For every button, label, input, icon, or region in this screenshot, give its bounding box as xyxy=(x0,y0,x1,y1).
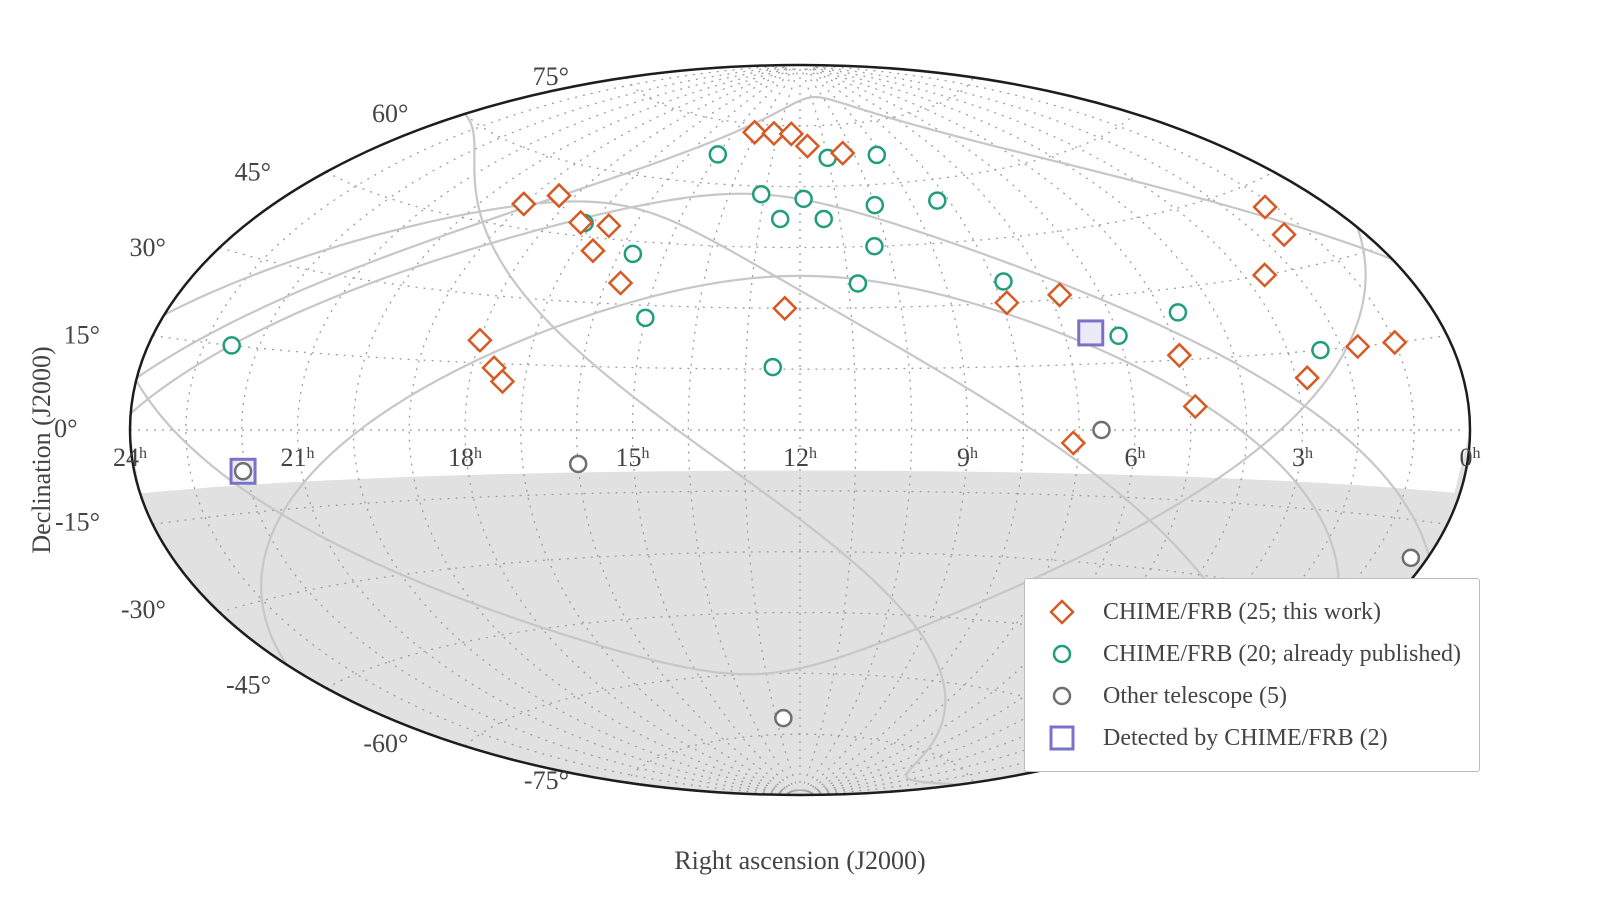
point-circle xyxy=(625,246,641,262)
point-circle xyxy=(816,211,832,227)
point-circle xyxy=(1170,304,1186,320)
legend-box: CHIME/FRB (25; this work) CHIME/FRB (20; … xyxy=(1024,578,1480,772)
point-diamond xyxy=(1254,264,1276,286)
legend-row: Other telescope (5) xyxy=(1039,675,1461,717)
point-circle xyxy=(867,197,883,213)
dec-tick-label: -75° xyxy=(524,766,569,795)
point-circle xyxy=(1312,342,1328,358)
legend-label: Detected by CHIME/FRB (2) xyxy=(1103,725,1388,752)
dec-tick-label: 60° xyxy=(372,99,408,128)
point-diamond xyxy=(796,135,818,157)
point-circle xyxy=(1094,422,1110,438)
point-circle xyxy=(929,193,945,209)
ra-tick-label: 21h xyxy=(281,443,315,472)
legend-square-icon xyxy=(1039,725,1085,751)
sky-map-figure: { "figure": { "type": "aitoff-sky-map", … xyxy=(0,0,1600,900)
dec-tick-label: -60° xyxy=(363,729,408,758)
point-circle xyxy=(995,273,1011,289)
dec-gridline xyxy=(326,172,1271,248)
dec-tick-label: 0° xyxy=(54,414,77,443)
ra-tick-label: 0h xyxy=(1460,443,1481,472)
y-axis-label: Declination (J2000) xyxy=(27,346,57,553)
point-diamond xyxy=(1062,432,1084,454)
ra-tick-label: 18h xyxy=(448,443,482,472)
legend-row: Detected by CHIME/FRB (2) xyxy=(1039,717,1461,759)
point-square xyxy=(1079,321,1103,345)
point-diamond xyxy=(1184,395,1206,417)
legend-row: CHIME/FRB (20; already published) xyxy=(1039,633,1461,675)
point-diamond xyxy=(1168,344,1190,366)
point-diamond xyxy=(1384,331,1406,353)
point-diamond xyxy=(774,297,796,319)
ra-tick-label: 15h xyxy=(616,443,650,472)
dec-gridline xyxy=(153,336,1442,370)
legend-row: CHIME/FRB (25; this work) xyxy=(1039,591,1461,633)
point-circle xyxy=(570,456,586,472)
ra-tick-label: 24h xyxy=(113,443,147,472)
point-circle xyxy=(796,191,812,207)
point-diamond xyxy=(469,329,491,351)
point-diamond xyxy=(582,240,604,262)
point-circle xyxy=(850,275,866,291)
legend-circle-icon xyxy=(1039,641,1085,667)
dec-tick-label: -45° xyxy=(226,671,271,700)
legend-label: Other telescope (5) xyxy=(1103,683,1287,710)
dec-gridline xyxy=(220,248,1376,309)
dec-tick-label: 30° xyxy=(130,233,166,262)
legend-diamond-icon xyxy=(1039,599,1085,625)
point-circle xyxy=(235,463,251,479)
ra-tick-label: 3h xyxy=(1292,443,1313,472)
dec-tick-label: 45° xyxy=(235,157,271,186)
legend-label: CHIME/FRB (25; this work) xyxy=(1103,599,1381,626)
point-circle xyxy=(772,211,788,227)
point-circle xyxy=(775,710,791,726)
x-axis-label: Right ascension (J2000) xyxy=(674,846,925,876)
ra-tick-label: 6h xyxy=(1125,443,1146,472)
legend-circle-icon xyxy=(1039,683,1085,709)
point-diamond xyxy=(1296,367,1318,389)
ra-tick-label: 9h xyxy=(957,443,978,472)
point-circle xyxy=(710,146,726,162)
point-circle xyxy=(1111,328,1127,344)
point-circle xyxy=(753,186,769,202)
point-circle xyxy=(869,147,885,163)
point-diamond xyxy=(610,272,632,294)
point-diamond xyxy=(598,215,620,237)
dec-tick-label: -15° xyxy=(55,508,100,537)
ra-tick-label: 12h xyxy=(783,443,817,472)
point-diamond xyxy=(1049,284,1071,306)
legend-label: CHIME/FRB (20; already published) xyxy=(1103,641,1461,668)
point-circle xyxy=(637,310,653,326)
point-circle xyxy=(224,337,240,353)
point-circle xyxy=(1403,550,1419,566)
dec-tick-label: 75° xyxy=(533,62,569,91)
dec-tick-label: 15° xyxy=(64,320,100,349)
point-diamond xyxy=(1273,224,1295,246)
point-circle xyxy=(765,359,781,375)
point-circle xyxy=(866,238,882,254)
dec-tick-label: -30° xyxy=(121,595,166,624)
